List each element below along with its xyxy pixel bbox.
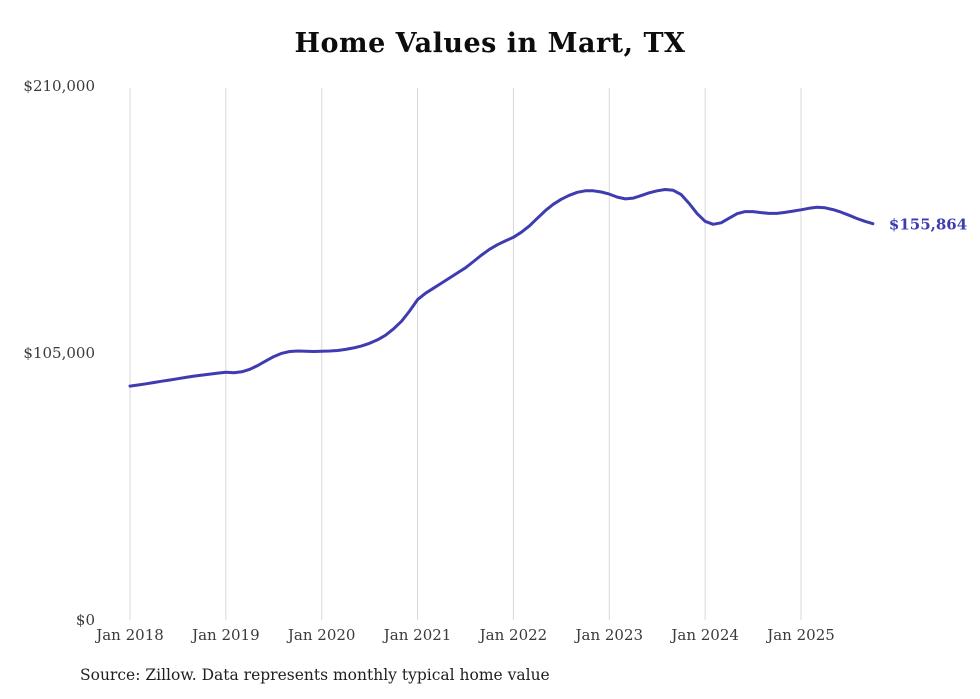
source-note: Source: Zillow. Data represents monthly … bbox=[80, 666, 550, 684]
chart-title: Home Values in Mart, TX bbox=[294, 28, 686, 59]
y-tick-label: $105,000 bbox=[23, 344, 95, 362]
x-tick-label: Jan 2018 bbox=[94, 626, 164, 644]
x-tick-label: Jan 2021 bbox=[382, 626, 452, 644]
value-line bbox=[128, 188, 875, 388]
x-tick-label: Jan 2025 bbox=[765, 626, 835, 644]
x-tick-label: Jan 2020 bbox=[286, 626, 356, 644]
x-tick-label: Jan 2019 bbox=[190, 626, 260, 644]
x-tick-label: Jan 2024 bbox=[669, 626, 739, 644]
current-value-label: $155,864 bbox=[889, 216, 967, 234]
x-tick-label: Jan 2023 bbox=[574, 626, 644, 644]
y-tick-label: $210,000 bbox=[23, 77, 95, 95]
y-tick-label: $0 bbox=[76, 611, 95, 629]
x-tick-label: Jan 2022 bbox=[478, 626, 548, 644]
